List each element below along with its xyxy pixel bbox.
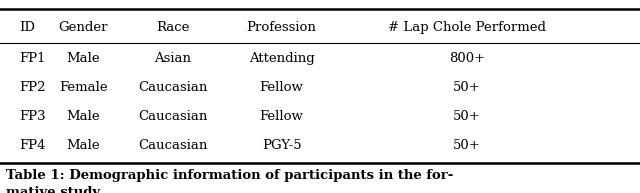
Text: Table 1: Demographic information of participants in the for-: Table 1: Demographic information of part…: [6, 169, 454, 182]
Text: FP1: FP1: [19, 52, 45, 65]
Text: FP4: FP4: [19, 139, 45, 152]
Text: 50+: 50+: [453, 110, 481, 123]
Text: Race: Race: [156, 21, 189, 35]
Text: Caucasian: Caucasian: [138, 139, 207, 152]
Text: Female: Female: [59, 81, 108, 94]
Text: PGY-5: PGY-5: [262, 139, 301, 152]
Text: 50+: 50+: [453, 139, 481, 152]
Text: 800+: 800+: [449, 52, 485, 65]
Text: Caucasian: Caucasian: [138, 110, 207, 123]
Text: Male: Male: [67, 139, 100, 152]
Text: FP3: FP3: [19, 110, 46, 123]
Text: FP2: FP2: [19, 81, 45, 94]
Text: Attending: Attending: [249, 52, 314, 65]
Text: Gender: Gender: [58, 21, 108, 35]
Text: Fellow: Fellow: [260, 81, 303, 94]
Text: Asian: Asian: [154, 52, 191, 65]
Text: Male: Male: [67, 110, 100, 123]
Text: Profession: Profession: [246, 21, 317, 35]
Text: # Lap Chole Performed: # Lap Chole Performed: [388, 21, 546, 35]
Text: ID: ID: [19, 21, 35, 35]
Text: Caucasian: Caucasian: [138, 81, 207, 94]
Text: mative study.: mative study.: [6, 185, 104, 193]
Text: 50+: 50+: [453, 81, 481, 94]
Text: Fellow: Fellow: [260, 110, 303, 123]
Text: Male: Male: [67, 52, 100, 65]
